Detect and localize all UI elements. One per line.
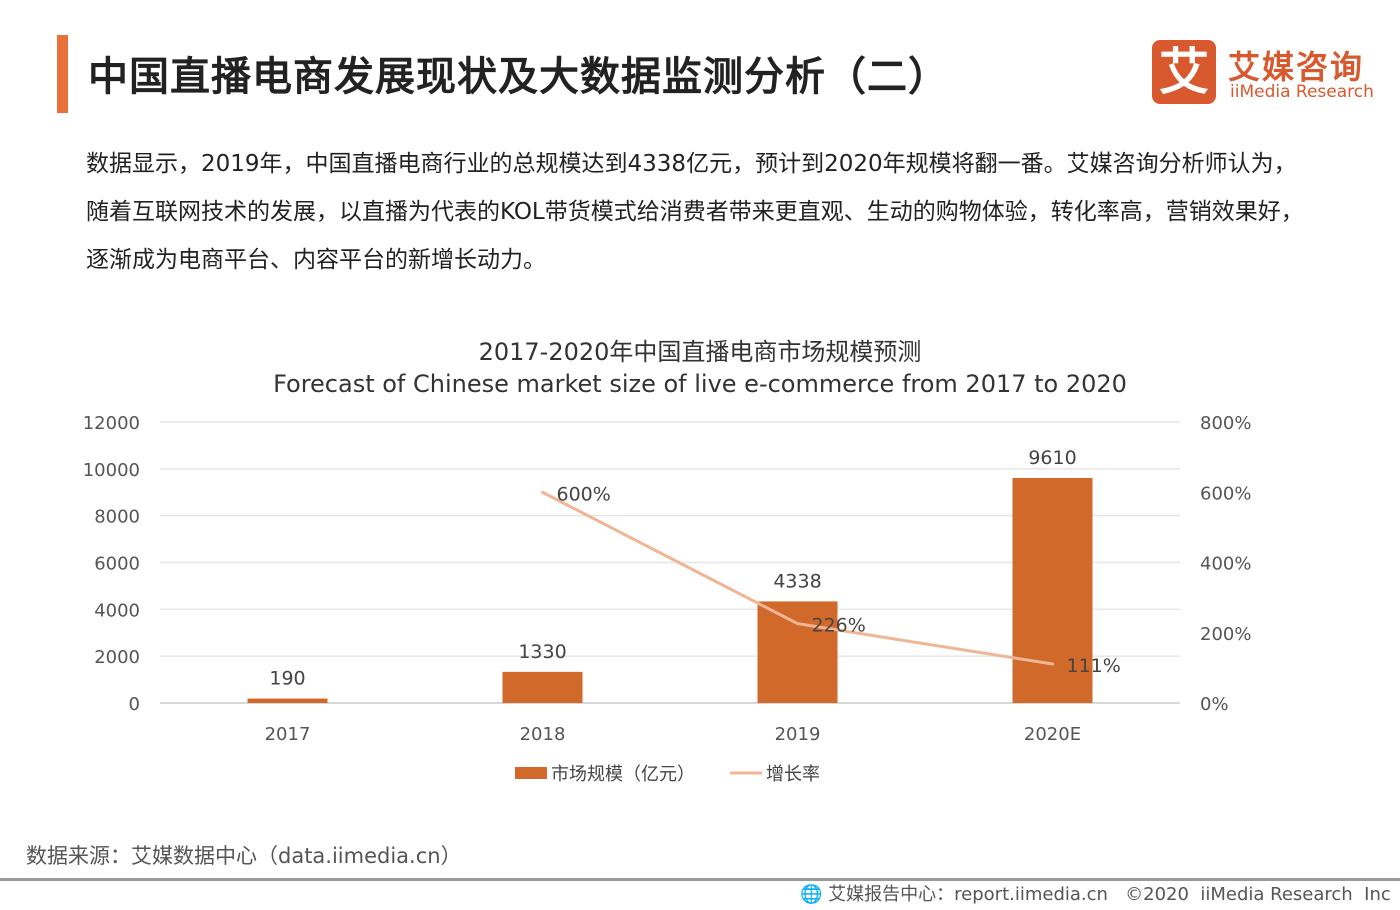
y-left-tick: 0 [129, 694, 140, 715]
logo-en: iiMedia Research [1230, 82, 1374, 102]
y-right-tick: 0% [1200, 694, 1229, 715]
x-tick: 2017 [265, 724, 311, 745]
title-accent-bar [57, 35, 68, 113]
page-title: 中国直播电商发展现状及大数据监测分析（二） [88, 54, 949, 100]
data-source: 数据来源：艾媒数据中心（data.iimedia.cn） [26, 844, 462, 868]
bar-label: 9610 [1028, 447, 1076, 469]
y-left-tick: 4000 [94, 600, 140, 621]
y-right-tick: 400% [1200, 554, 1251, 575]
bar-2017 [247, 698, 328, 703]
y-right-tick: 200% [1200, 624, 1251, 645]
logo: 艾 艾媒咨询 iiMedia Research [1152, 40, 1382, 106]
logo-cn: 艾媒咨询 [1228, 48, 1365, 86]
footer: 🌐 艾媒报告中心：report.iimedia.cn ©2020 iiMedia… [800, 880, 1391, 906]
chart-subtitle: Forecast of Chinese market size of live … [273, 370, 1127, 398]
y-right-tick: 600% [1200, 483, 1251, 504]
logo-mark: 艾 [1152, 40, 1216, 104]
y-left-tick: 12000 [83, 413, 140, 434]
y-left-tick: 8000 [94, 507, 140, 528]
y-left-tick: 10000 [83, 460, 140, 481]
footer-text: 艾媒报告中心：report.iimedia.cn ©2020 iiMedia R… [828, 884, 1391, 905]
bar-label: 4338 [773, 570, 821, 592]
growth-point [796, 622, 799, 626]
chart-title: 2017-2020年中国直播电商市场规模预测 [479, 338, 922, 366]
legend-bar-label: 市场规模（亿元） [551, 764, 695, 785]
legend-bar-swatch [515, 767, 547, 779]
x-tick: 2020E [1024, 724, 1081, 745]
growth-label: 226% [812, 615, 866, 637]
x-tick: 2018 [520, 724, 566, 745]
y-left-tick: 2000 [94, 647, 140, 668]
bar-2019 [757, 601, 838, 703]
globe-icon: 🌐 [800, 884, 823, 905]
summary-paragraph: 数据显示，2019年，中国直播电商行业的总规模达到4338亿元，预计到2020年… [86, 151, 1304, 273]
legend-line-label: 增长率 [766, 764, 820, 785]
growth-label: 111% [1067, 655, 1121, 677]
footer-divider [0, 878, 1400, 881]
bar-2018 [502, 671, 583, 703]
y-right-tick: 800% [1200, 413, 1251, 434]
bar-label: 1330 [518, 641, 566, 663]
growth-point [1051, 662, 1054, 666]
bar-label: 190 [269, 668, 305, 690]
growth-point [541, 490, 544, 494]
growth-label: 600% [557, 483, 611, 505]
x-tick: 2019 [775, 724, 821, 745]
y-left-tick: 6000 [94, 554, 140, 575]
